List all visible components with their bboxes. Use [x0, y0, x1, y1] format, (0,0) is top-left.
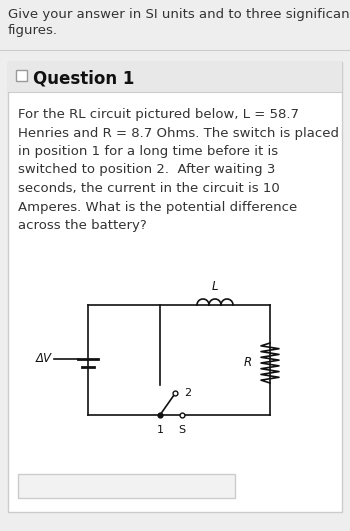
Bar [18, 474, 235, 498]
Bar [8, 62, 342, 92]
Text: For the RL circuit pictured below, L = 58.7
Henries and R = 8.7 Ohms. The switch: For the RL circuit pictured below, L = 5… [18, 108, 339, 232]
Text: L: L [212, 280, 218, 293]
Text: 2: 2 [184, 388, 191, 398]
Bar [8, 62, 342, 512]
Text: S: S [178, 425, 186, 435]
Text: 1: 1 [156, 425, 163, 435]
Text: R: R [244, 356, 252, 370]
Text: Give your answer in SI units and to three significant: Give your answer in SI units and to thre… [8, 8, 350, 21]
Text: ΔV: ΔV [36, 353, 52, 365]
Text: figures.: figures. [8, 24, 58, 37]
Bar [16, 70, 27, 81]
Text: Question 1: Question 1 [33, 69, 134, 87]
